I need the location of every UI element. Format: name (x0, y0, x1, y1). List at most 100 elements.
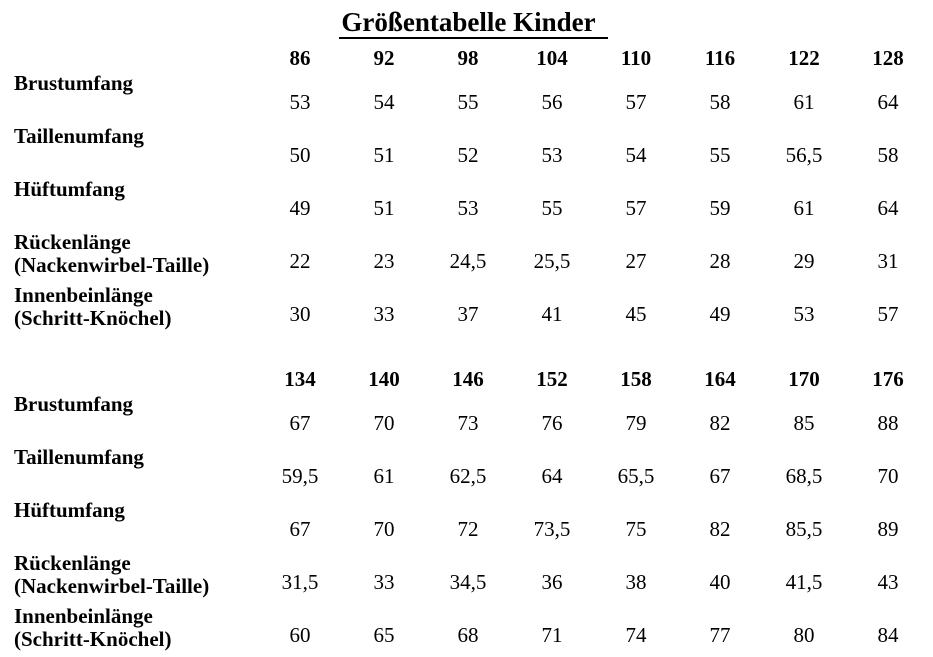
size-column-header: 146 (452, 367, 484, 391)
measurement-value-cell: 70 (373, 517, 395, 541)
measurement-value-cell: 73 (457, 411, 479, 435)
measurement-value-cell: 23 (373, 249, 395, 273)
measurement-value-cell: 57 (625, 90, 647, 114)
measurement-value-cell: 65,5 (617, 464, 655, 488)
row-label-line: (Nackenwirbel-Taille) (14, 574, 210, 598)
measurement-value-cell: 60 (289, 623, 311, 647)
measurement-value-cell: 72 (457, 517, 479, 541)
measurement-value-cell: 33 (373, 570, 395, 594)
measurement-row: Hüftumfang 49 51 53 55 57 59 61 64 (14, 177, 930, 230)
measurement-value-cell: 41,5 (785, 570, 823, 594)
measurement-value-cell: 76 (541, 411, 563, 435)
measurement-value-cell: 64 (541, 464, 563, 488)
measurement-value-cell: 70 (877, 464, 899, 488)
row-label-line: Hüftumfang (14, 177, 125, 201)
measurement-value-cell: 29 (793, 249, 815, 273)
measurement-value-cell: 34,5 (449, 570, 487, 594)
measurement-value-cell: 68,5 (785, 464, 823, 488)
row-label-line: Hüftumfang (14, 498, 125, 522)
measurement-value-cell: 55 (709, 143, 731, 167)
measurement-row: Innenbeinlänge (Schritt-Knöchel) 60 65 68 71 7… (14, 604, 930, 657)
measurement-value-cell: 36 (541, 570, 563, 594)
measurement-value-cell: 82 (709, 517, 731, 541)
measurement-value-cell: 56,5 (785, 143, 823, 167)
row-label-line: (Nackenwirbel-Taille) (14, 253, 210, 277)
measurement-value-cell: 30 (289, 302, 311, 326)
size-column-header: 110 (620, 46, 652, 70)
measurement-value-cell: 54 (625, 143, 647, 167)
size-column-header: 158 (620, 367, 652, 391)
measurement-value-cell: 22 (289, 249, 311, 273)
size-column-header: 176 (872, 367, 904, 391)
measurement-value-cell: 67 (289, 411, 311, 435)
row-label-line: Innenbeinlänge (14, 283, 153, 307)
page-title-text: Größentabelle Kinder (339, 7, 608, 39)
measurement-value-cell: 85,5 (785, 517, 823, 541)
size-column-header: 152 (536, 367, 568, 391)
row-label-line: Brustumfang (14, 71, 134, 95)
section-spacer-cell (14, 336, 930, 362)
measurement-row: Hüftumfang 67 70 72 73,5 75 82 85,5 89 (14, 498, 930, 551)
size-column-header: 122 (788, 46, 820, 70)
measurement-value-cell: 71 (541, 623, 563, 647)
measurement-value-cell: 79 (625, 411, 647, 435)
measurement-value-cell: 45 (625, 302, 647, 326)
measurement-value-cell: 85 (793, 411, 815, 435)
row-label: Taillenumfang (14, 445, 258, 498)
size-column-header: 134 (284, 367, 316, 391)
size-column-header: 128 (872, 46, 904, 70)
row-label-line: Brustumfang (14, 392, 134, 416)
measurement-value-cell: 53 (541, 143, 563, 167)
row-label: Innenbeinlänge (Schritt-Knöchel) (14, 283, 258, 336)
size-column-header: 170 (788, 367, 820, 391)
measurement-value-cell: 24,5 (449, 249, 487, 273)
measurement-value-cell: 49 (289, 196, 311, 220)
measurement-value-cell: 54 (373, 90, 395, 114)
measurement-value-cell: 88 (877, 411, 899, 435)
row-label: Rückenlänge (Nackenwirbel-Taille) (14, 230, 258, 283)
size-header-row: 134 140 146 152 158 164 170 176 (14, 362, 930, 392)
measurement-value-cell: 55 (457, 90, 479, 114)
measurement-value-cell: 57 (877, 302, 899, 326)
row-label-line: (Schritt-Knöchel) (14, 627, 172, 651)
measurement-row: Taillenumfang 50 51 52 53 54 55 56,5 58 (14, 124, 930, 177)
measurement-value-cell: 57 (625, 196, 647, 220)
measurement-row: Taillenumfang 59,5 61 62,5 64 65,5 67 68,5 70 (14, 445, 930, 498)
header-corner-cell (14, 362, 258, 392)
measurement-value-cell: 51 (373, 196, 395, 220)
row-label: Hüftumfang (14, 498, 258, 551)
row-label: Taillenumfang (14, 124, 258, 177)
measurement-value-cell: 58 (709, 90, 731, 114)
row-label: Hüftumfang (14, 177, 258, 230)
row-label: Rückenlänge (Nackenwirbel-Taille) (14, 551, 258, 604)
measurement-row: Rückenlänge (Nackenwirbel-Taille) 22 23 24,5… (14, 230, 930, 283)
measurement-value-cell: 64 (877, 196, 899, 220)
measurement-row: Brustumfang 53 54 55 56 57 58 61 64 (14, 71, 930, 124)
measurement-value-cell: 74 (625, 623, 647, 647)
measurement-value-cell: 82 (709, 411, 731, 435)
measurement-value-cell: 61 (373, 464, 395, 488)
measurement-value-cell: 53 (289, 90, 311, 114)
row-label-line: Taillenumfang (14, 124, 144, 148)
measurement-value-cell: 70 (373, 411, 395, 435)
measurement-value-cell: 75 (625, 517, 647, 541)
measurement-value-cell: 51 (373, 143, 395, 167)
measurement-value-cell: 53 (793, 302, 815, 326)
measurement-value-cell: 49 (709, 302, 731, 326)
row-label-line: Taillenumfang (14, 445, 144, 469)
size-column-header: 86 (289, 46, 311, 70)
row-label-line: (Schritt-Knöchel) (14, 306, 172, 330)
row-label: Brustumfang (14, 71, 258, 124)
section-spacer (14, 336, 930, 362)
measurement-value-cell: 68 (457, 623, 479, 647)
measurement-value-cell: 43 (877, 570, 899, 594)
size-table: 86 92 98 104 110 116 122 128 Brustumfang 53 54 55 56… (14, 41, 930, 657)
measurement-value-cell: 62,5 (449, 464, 487, 488)
measurement-row: Innenbeinlänge (Schritt-Knöchel) 30 33 37 41 4… (14, 283, 930, 336)
row-label-line: Rückenlänge (14, 230, 131, 254)
measurement-value-cell: 28 (709, 249, 731, 273)
measurement-value-cell: 55 (541, 196, 563, 220)
measurement-value-cell: 52 (457, 143, 479, 167)
size-column-header: 92 (373, 46, 395, 70)
